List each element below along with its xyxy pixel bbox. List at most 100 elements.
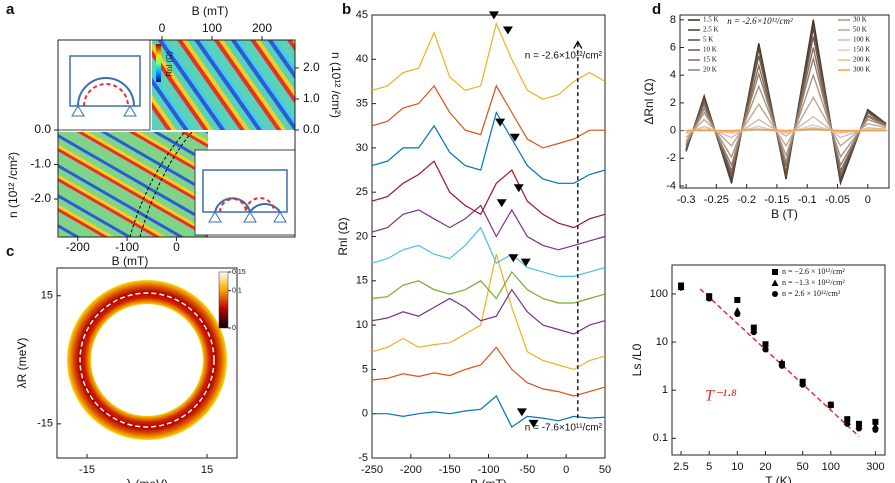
marker bbox=[844, 420, 851, 427]
legend-label: 15 K bbox=[703, 56, 717, 64]
colorbar-tick-label: 0.15 bbox=[232, 269, 246, 276]
marker bbox=[734, 311, 741, 318]
x-axis-label: λ (meV) bbox=[126, 477, 168, 483]
y-axis-label: n (10¹² /cm²) bbox=[6, 152, 20, 218]
y-tick-label: 25 bbox=[356, 186, 368, 198]
y-axis-label: n (10¹² /cm²) bbox=[329, 52, 343, 118]
y-axis-label: Rnl (Ω) bbox=[336, 217, 350, 255]
panel-letter: a bbox=[6, 1, 15, 18]
x-tick-label: 300 bbox=[866, 461, 884, 473]
x-tick-label: -0.2 bbox=[737, 194, 756, 206]
legend-label: 30 K bbox=[853, 16, 867, 24]
x-tick-label: 15 bbox=[201, 464, 213, 476]
x-tick-label: -0.05 bbox=[825, 194, 850, 206]
marker bbox=[762, 346, 769, 353]
y-tick-label: 0.0 bbox=[303, 122, 320, 136]
x-tick-label: 0 bbox=[563, 464, 569, 476]
y-tick-label: 1.0 bbox=[303, 91, 320, 105]
y-tick-label: 100 bbox=[650, 288, 668, 300]
x-tick-label: -50 bbox=[519, 464, 535, 476]
line-series bbox=[686, 128, 886, 132]
line-series bbox=[371, 84, 605, 149]
y-tick-label: 2.0 bbox=[303, 60, 320, 74]
x-tick-label: -200 bbox=[400, 464, 422, 476]
marker bbox=[502, 26, 513, 35]
line-series bbox=[371, 226, 606, 277]
plot-frame bbox=[56, 267, 238, 459]
y-tick-label: 5 bbox=[362, 363, 368, 375]
marker bbox=[678, 284, 685, 291]
arc bbox=[214, 197, 281, 215]
x-axis-label: B (mT) bbox=[112, 254, 149, 268]
x-tick-label: -0.3 bbox=[677, 194, 696, 206]
marker bbox=[799, 381, 806, 388]
contacts bbox=[71, 105, 137, 117]
y-tick-label: 4 bbox=[670, 69, 676, 81]
marker bbox=[771, 279, 779, 286]
y-tick-label: -4 bbox=[666, 180, 676, 192]
panel-letter: c bbox=[6, 243, 14, 260]
arc-dashed bbox=[83, 83, 129, 107]
line-series bbox=[371, 254, 606, 371]
arc-dashed bbox=[219, 197, 275, 213]
colorbar-tick-label: 0.1 bbox=[232, 288, 242, 295]
x-tick-label: 0 bbox=[159, 21, 166, 35]
heatmap-border bbox=[57, 39, 296, 238]
legend-label: 1.5 K bbox=[703, 16, 719, 24]
x-tick-label: 10 bbox=[731, 461, 743, 473]
marker bbox=[855, 425, 862, 432]
y-tick-label: 40 bbox=[356, 53, 368, 65]
marker bbox=[706, 295, 713, 302]
line-series bbox=[685, 19, 887, 186]
x-axis-label: B (mT) bbox=[192, 4, 229, 18]
legend-label: n = −2.6 × 10¹²/cm² bbox=[782, 267, 845, 276]
y-tick-label: -1.0 bbox=[30, 157, 51, 171]
y-tick-label: 8 bbox=[670, 14, 676, 26]
ring-inner bbox=[91, 304, 203, 416]
arc bbox=[77, 77, 135, 107]
line-series bbox=[371, 160, 606, 229]
dashed-circle bbox=[79, 292, 215, 428]
plot-frame bbox=[671, 264, 886, 456]
x-tick-label: 5 bbox=[706, 461, 712, 473]
x-axis-label: B (mT) bbox=[470, 477, 507, 483]
x-tick-label: -100 bbox=[115, 240, 139, 254]
annotation: n = -7.6×10¹¹/cm² bbox=[525, 423, 603, 434]
line-series bbox=[371, 270, 606, 304]
x-tick-label: 0 bbox=[865, 194, 871, 206]
marker bbox=[528, 419, 539, 428]
annotation: n = -2.6×10¹²/cm² bbox=[525, 51, 603, 62]
y-tick-label: 20 bbox=[356, 230, 368, 242]
plot-frame bbox=[679, 14, 890, 189]
y-tick-label: -5 bbox=[358, 452, 368, 464]
arrow-head bbox=[573, 40, 583, 49]
y-tick-label: 0 bbox=[670, 124, 676, 136]
x-tick-label: 20 bbox=[759, 461, 771, 473]
y-tick-label: -2.0 bbox=[30, 191, 51, 205]
y-tick-label: 35 bbox=[356, 98, 368, 110]
y-axis-label: λR (meV) bbox=[15, 338, 29, 389]
fit-label: T⁻¹·⁸ bbox=[705, 388, 737, 405]
x-tick-label: 200 bbox=[252, 21, 272, 35]
dashed-guide bbox=[129, 131, 193, 238]
legend-label: 2.5 K bbox=[703, 26, 719, 34]
x-axis-label: B (T) bbox=[771, 207, 798, 221]
y-tick-label: 0.1 bbox=[653, 432, 668, 444]
marker bbox=[872, 418, 879, 425]
marker bbox=[495, 118, 506, 127]
marker bbox=[520, 258, 531, 267]
marker bbox=[772, 291, 778, 297]
y-tick-label: 45 bbox=[356, 9, 368, 21]
colorbar bbox=[218, 271, 229, 329]
marker bbox=[496, 199, 507, 208]
legend-label: 5 K bbox=[703, 36, 713, 44]
x-tick-label: 100 bbox=[202, 21, 222, 35]
y-tick-label: 2 bbox=[670, 97, 676, 109]
marker bbox=[513, 184, 524, 193]
x-axis-label: T (K) bbox=[765, 474, 791, 483]
marker bbox=[772, 269, 778, 275]
legend-label: 20 K bbox=[703, 66, 717, 74]
y-tick-label: 30 bbox=[356, 142, 368, 154]
panel-letter: b bbox=[342, 1, 351, 18]
